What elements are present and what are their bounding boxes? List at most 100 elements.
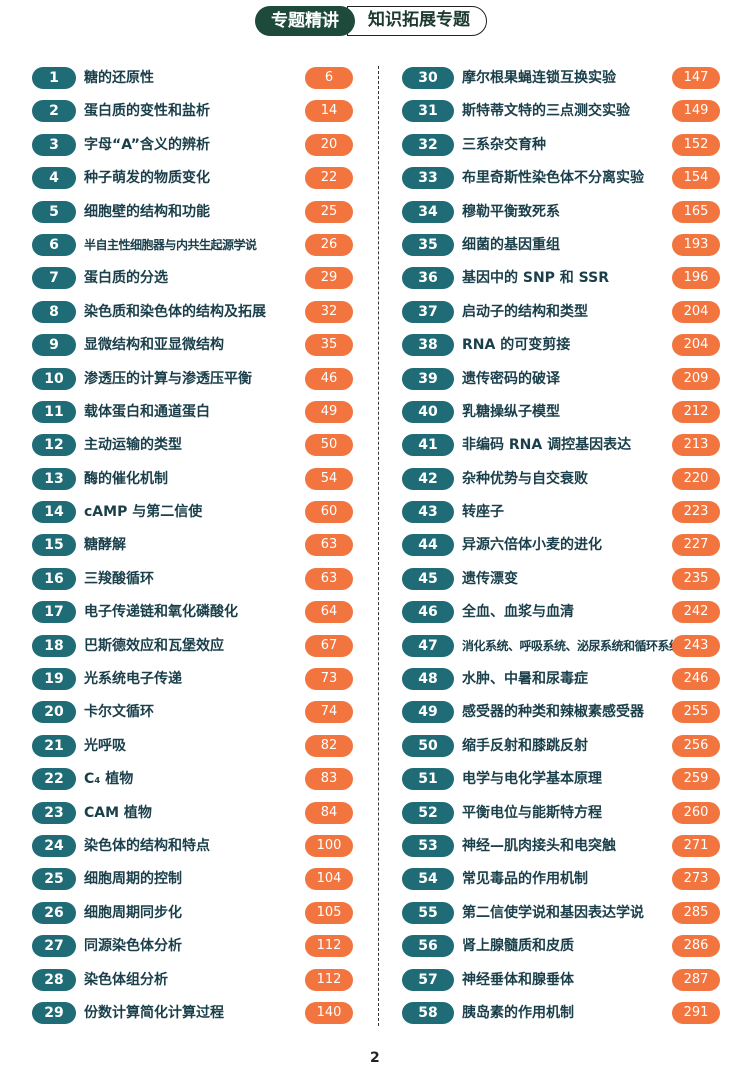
entry-page-badge: 100 [305, 834, 353, 857]
entry-page-badge: 84 [305, 801, 353, 824]
entry-number-badge: 31 [402, 100, 454, 123]
entry-page-badge: 29 [305, 267, 353, 290]
entry-number-badge: 38 [402, 334, 454, 357]
entry-page-badge: 285 [672, 901, 720, 924]
entry-title: 主动运输的类型 [84, 437, 182, 454]
entry-title: 胰岛素的作用机制 [462, 1004, 574, 1021]
entry-page-badge: 46 [305, 367, 353, 390]
entry-title: 遗传漂变 [462, 570, 518, 587]
entry-page-badge: 273 [672, 868, 720, 891]
entry-page-badge: 246 [672, 668, 720, 691]
entry-page-badge: 227 [672, 534, 720, 557]
entry-page-badge: 74 [305, 701, 353, 724]
entry-page-badge: 256 [672, 734, 720, 757]
entry-number-badge: 37 [402, 300, 454, 323]
entry-page-badge: 35 [305, 334, 353, 357]
entry-number-badge: 2 [32, 100, 76, 123]
entry-title: 消化系统、呼吸系统、泌尿系统和循环系统 [462, 638, 681, 653]
entry-page-badge: 235 [672, 567, 720, 590]
entry-title: C₄ 植物 [84, 771, 134, 788]
entry-title: 非编码 RNA 调控基因表达 [462, 437, 632, 454]
entry-number-badge: 24 [32, 834, 76, 857]
entry-title: 种子萌发的物质变化 [84, 170, 210, 187]
entry-title: 细胞壁的结构和功能 [84, 203, 210, 220]
entry-number-badge: 1 [32, 67, 76, 89]
entry-title: 酶的催化机制 [84, 470, 168, 487]
entry-page-badge: 165 [672, 200, 720, 223]
entry-title: RNA 的可变剪接 [462, 337, 571, 354]
entry-title: 感受器的种类和辣椒素感受器 [462, 704, 644, 721]
entry-number-badge: 56 [402, 935, 454, 958]
entry-title: 细菌的基因重组 [462, 236, 560, 253]
entry-title: CAM 植物 [84, 804, 152, 821]
entry-page-badge: 260 [672, 801, 720, 824]
entry-number-badge: 13 [32, 467, 76, 490]
entry-title: 神经—肌肉接头和电突触 [462, 837, 616, 854]
entry-title: 载体蛋白和通道蛋白 [84, 403, 210, 420]
entry-title: 转座子 [462, 504, 504, 521]
entry-number-badge: 3 [32, 133, 76, 156]
entry-page-badge: 60 [305, 501, 353, 524]
entry-page-badge: 212 [672, 400, 720, 423]
entry-number-badge: 40 [402, 400, 454, 423]
section-label: 专题精讲 [255, 6, 355, 36]
entry-number-badge: 57 [402, 968, 454, 991]
entry-page-badge: 54 [305, 467, 353, 490]
entry-number-badge: 12 [32, 434, 76, 457]
entry-page-badge: 147 [672, 67, 720, 89]
entry-number-badge: 52 [402, 801, 454, 824]
entry-number-badge: 44 [402, 534, 454, 557]
entry-page-badge: 220 [672, 467, 720, 490]
entry-page-badge: 104 [305, 868, 353, 891]
entry-page-badge: 63 [305, 534, 353, 557]
entry-number-badge: 14 [32, 501, 76, 524]
entry-page-badge: 193 [672, 233, 720, 256]
column-divider [378, 66, 379, 1026]
entry-title: 染色体组分析 [84, 971, 168, 988]
entry-page-badge: 22 [305, 167, 353, 190]
entry-title: 电子传递链和氧化磷酸化 [84, 604, 238, 621]
entry-title: 摩尔根果蝇连锁互换实验 [462, 70, 616, 86]
entry-page-badge: 6 [305, 67, 353, 89]
entry-number-badge: 58 [402, 1001, 454, 1024]
section-subtitle: 知识拓展专题 [347, 6, 487, 36]
entry-title: 穆勒平衡致死系 [462, 203, 560, 220]
entry-number-badge: 18 [32, 634, 76, 657]
entry-number-badge: 25 [32, 868, 76, 891]
entry-page-badge: 204 [672, 300, 720, 323]
entry-page-badge: 154 [672, 167, 720, 190]
entry-title: 布里奇斯性染色体不分离实验 [462, 170, 644, 187]
entry-number-badge: 47 [402, 634, 454, 657]
entry-number-badge: 49 [402, 701, 454, 724]
entry-number-badge: 7 [32, 267, 76, 290]
entry-title: 蛋白质的变性和盐析 [84, 103, 210, 120]
entry-number-badge: 32 [402, 133, 454, 156]
entry-page-badge: 149 [672, 100, 720, 123]
entry-number-badge: 33 [402, 167, 454, 190]
entry-title: 细胞周期同步化 [84, 904, 182, 921]
entry-title: 水肿、中暑和尿毒症 [462, 671, 588, 688]
entry-number-badge: 41 [402, 434, 454, 457]
entry-number-badge: 28 [32, 968, 76, 991]
page-number: 2 [370, 1050, 380, 1066]
entry-title: 同源染色体分析 [84, 938, 182, 955]
entry-page-badge: 223 [672, 501, 720, 524]
entry-number-badge: 9 [32, 334, 76, 357]
entry-page-badge: 243 [672, 634, 720, 657]
entry-title: 缩手反射和膝跳反射 [462, 737, 588, 754]
entry-title: 糖的还原性 [84, 70, 154, 86]
entry-title: 全血、血浆与血清 [462, 604, 574, 621]
entry-page-badge: 213 [672, 434, 720, 457]
entry-title: 渗透压的计算与渗透压平衡 [84, 370, 252, 387]
entry-number-badge: 19 [32, 668, 76, 691]
entry-number-badge: 4 [32, 167, 76, 190]
entry-page-badge: 259 [672, 768, 720, 791]
entry-page-badge: 271 [672, 834, 720, 857]
entry-title: 神经垂体和腺垂体 [462, 971, 574, 988]
entry-page-badge: 196 [672, 267, 720, 290]
entry-number-badge: 16 [32, 567, 76, 590]
entry-title: 肾上腺髓质和皮质 [462, 938, 574, 955]
entry-page-badge: 204 [672, 334, 720, 357]
entry-page-badge: 291 [672, 1001, 720, 1024]
entry-title: 电学与电化学基本原理 [462, 771, 602, 788]
